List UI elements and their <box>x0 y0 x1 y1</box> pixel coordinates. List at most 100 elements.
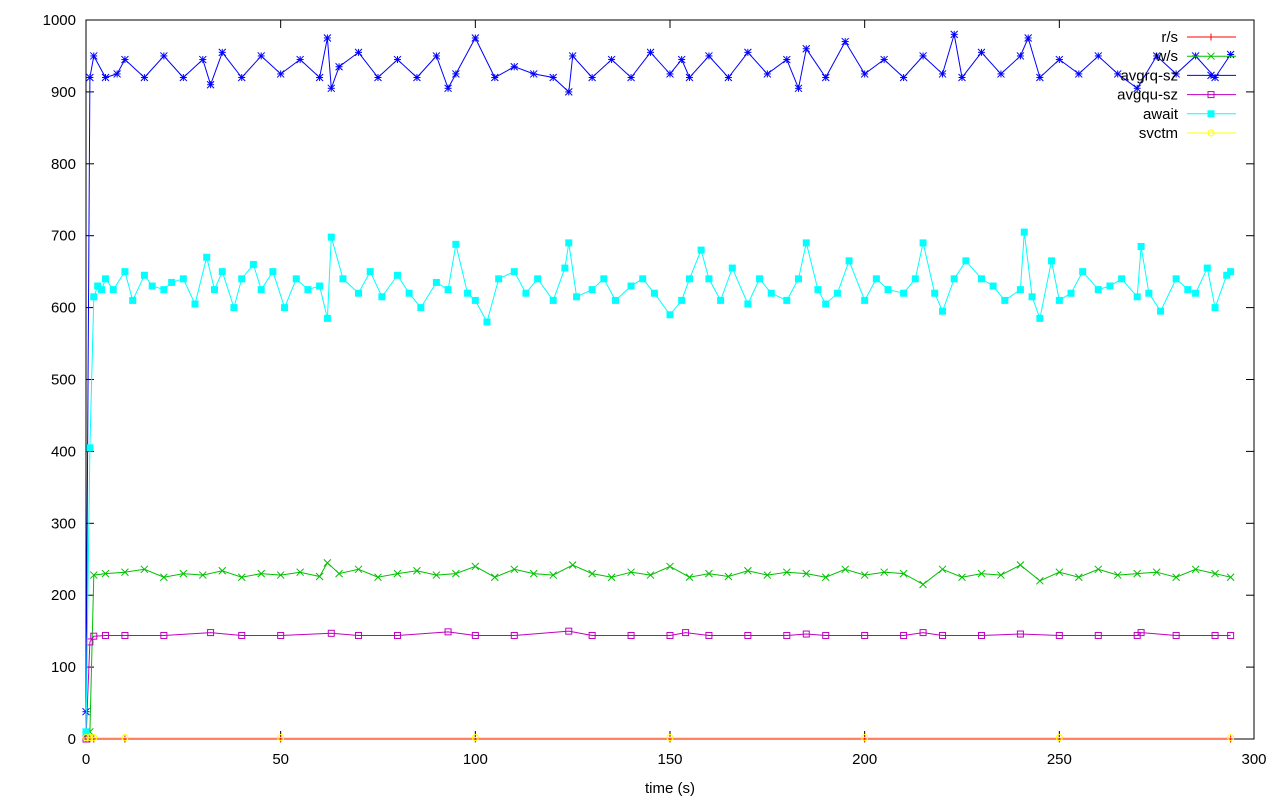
data-point <box>238 275 246 283</box>
data-point <box>277 631 285 639</box>
data-point <box>1145 289 1153 297</box>
data-point <box>677 55 686 64</box>
data-point <box>977 48 986 57</box>
data-point <box>705 52 713 60</box>
data-point <box>1055 296 1063 304</box>
data-point <box>218 48 227 57</box>
data-point <box>366 268 374 276</box>
y-tick-label: 700 <box>51 228 76 245</box>
data-point <box>899 569 908 578</box>
legend-marker <box>1207 33 1215 41</box>
data-point <box>833 289 841 297</box>
x-tick-label: 200 <box>852 751 877 768</box>
data-point <box>666 562 674 571</box>
data-point <box>1191 565 1200 574</box>
y-tick-label: 1000 <box>43 12 76 29</box>
data-point <box>101 73 110 82</box>
data-point <box>919 52 927 60</box>
data-point <box>393 569 402 578</box>
data-point <box>794 275 802 283</box>
data-point <box>872 275 880 283</box>
data-point <box>121 631 129 639</box>
y-tick-label: 800 <box>51 156 76 173</box>
data-point <box>257 52 266 60</box>
data-point <box>1074 573 1083 582</box>
data-point <box>1172 631 1180 639</box>
data-point <box>1226 50 1235 59</box>
data-point <box>1001 296 1009 304</box>
data-point <box>1055 631 1063 639</box>
data-point <box>627 282 635 290</box>
data-point <box>938 70 947 78</box>
data-point <box>802 239 810 247</box>
data-point <box>802 630 810 638</box>
data-point <box>121 568 129 577</box>
data-point <box>666 734 674 742</box>
data-point <box>101 631 109 639</box>
data-point <box>627 73 635 82</box>
data-point <box>230 304 238 312</box>
data-point <box>82 728 90 736</box>
data-point <box>113 70 122 78</box>
series-line <box>85 34 1232 712</box>
data-point <box>958 573 966 582</box>
data-point <box>763 571 772 579</box>
data-point <box>794 84 803 93</box>
data-point <box>471 34 480 42</box>
data-point <box>129 296 137 304</box>
data-point <box>821 573 830 582</box>
data-point <box>1172 70 1180 78</box>
data-point <box>413 73 421 82</box>
data-point <box>179 275 187 283</box>
legend-marker <box>1207 52 1215 61</box>
data-point <box>989 282 997 290</box>
data-point <box>510 631 518 639</box>
data-point <box>782 55 791 64</box>
data-point <box>378 293 386 301</box>
data-point <box>327 84 336 93</box>
legend-label: avgqu-sz <box>1117 87 1178 104</box>
data-point <box>958 73 966 82</box>
data-point <box>179 73 188 82</box>
data-point <box>94 282 102 290</box>
legend-label: r/s <box>1161 29 1178 46</box>
data-point <box>650 289 658 297</box>
data-point <box>296 55 304 64</box>
data-point <box>1094 286 1102 294</box>
legend-marker <box>1207 91 1215 99</box>
data-point <box>1211 569 1219 578</box>
data-point <box>316 282 324 290</box>
data-point <box>198 571 207 579</box>
data-point <box>977 569 986 578</box>
data-point <box>682 629 690 637</box>
data-point <box>471 631 479 639</box>
data-point <box>257 569 266 578</box>
data-point <box>573 293 581 301</box>
data-point <box>160 52 168 60</box>
data-point <box>561 264 569 272</box>
data-point <box>1227 268 1235 276</box>
data-point <box>977 275 985 283</box>
data-point <box>510 268 518 276</box>
data-point <box>355 631 363 639</box>
data-point <box>841 37 850 46</box>
data-point <box>697 246 705 254</box>
data-point <box>962 257 970 265</box>
data-point <box>203 253 211 261</box>
data-point <box>432 52 441 60</box>
data-point <box>744 300 752 308</box>
data-point <box>1036 314 1044 322</box>
x-tick-label: 250 <box>1047 751 1072 768</box>
data-point <box>339 275 347 283</box>
data-point <box>919 629 927 637</box>
data-point <box>1133 293 1141 301</box>
data-point <box>841 565 850 574</box>
data-point <box>565 239 573 247</box>
data-point <box>1157 307 1165 315</box>
data-point <box>1133 569 1142 578</box>
data-point <box>783 296 791 304</box>
data-point <box>588 569 596 578</box>
data-point <box>471 734 479 742</box>
data-point <box>510 62 519 71</box>
data-point <box>101 569 110 578</box>
